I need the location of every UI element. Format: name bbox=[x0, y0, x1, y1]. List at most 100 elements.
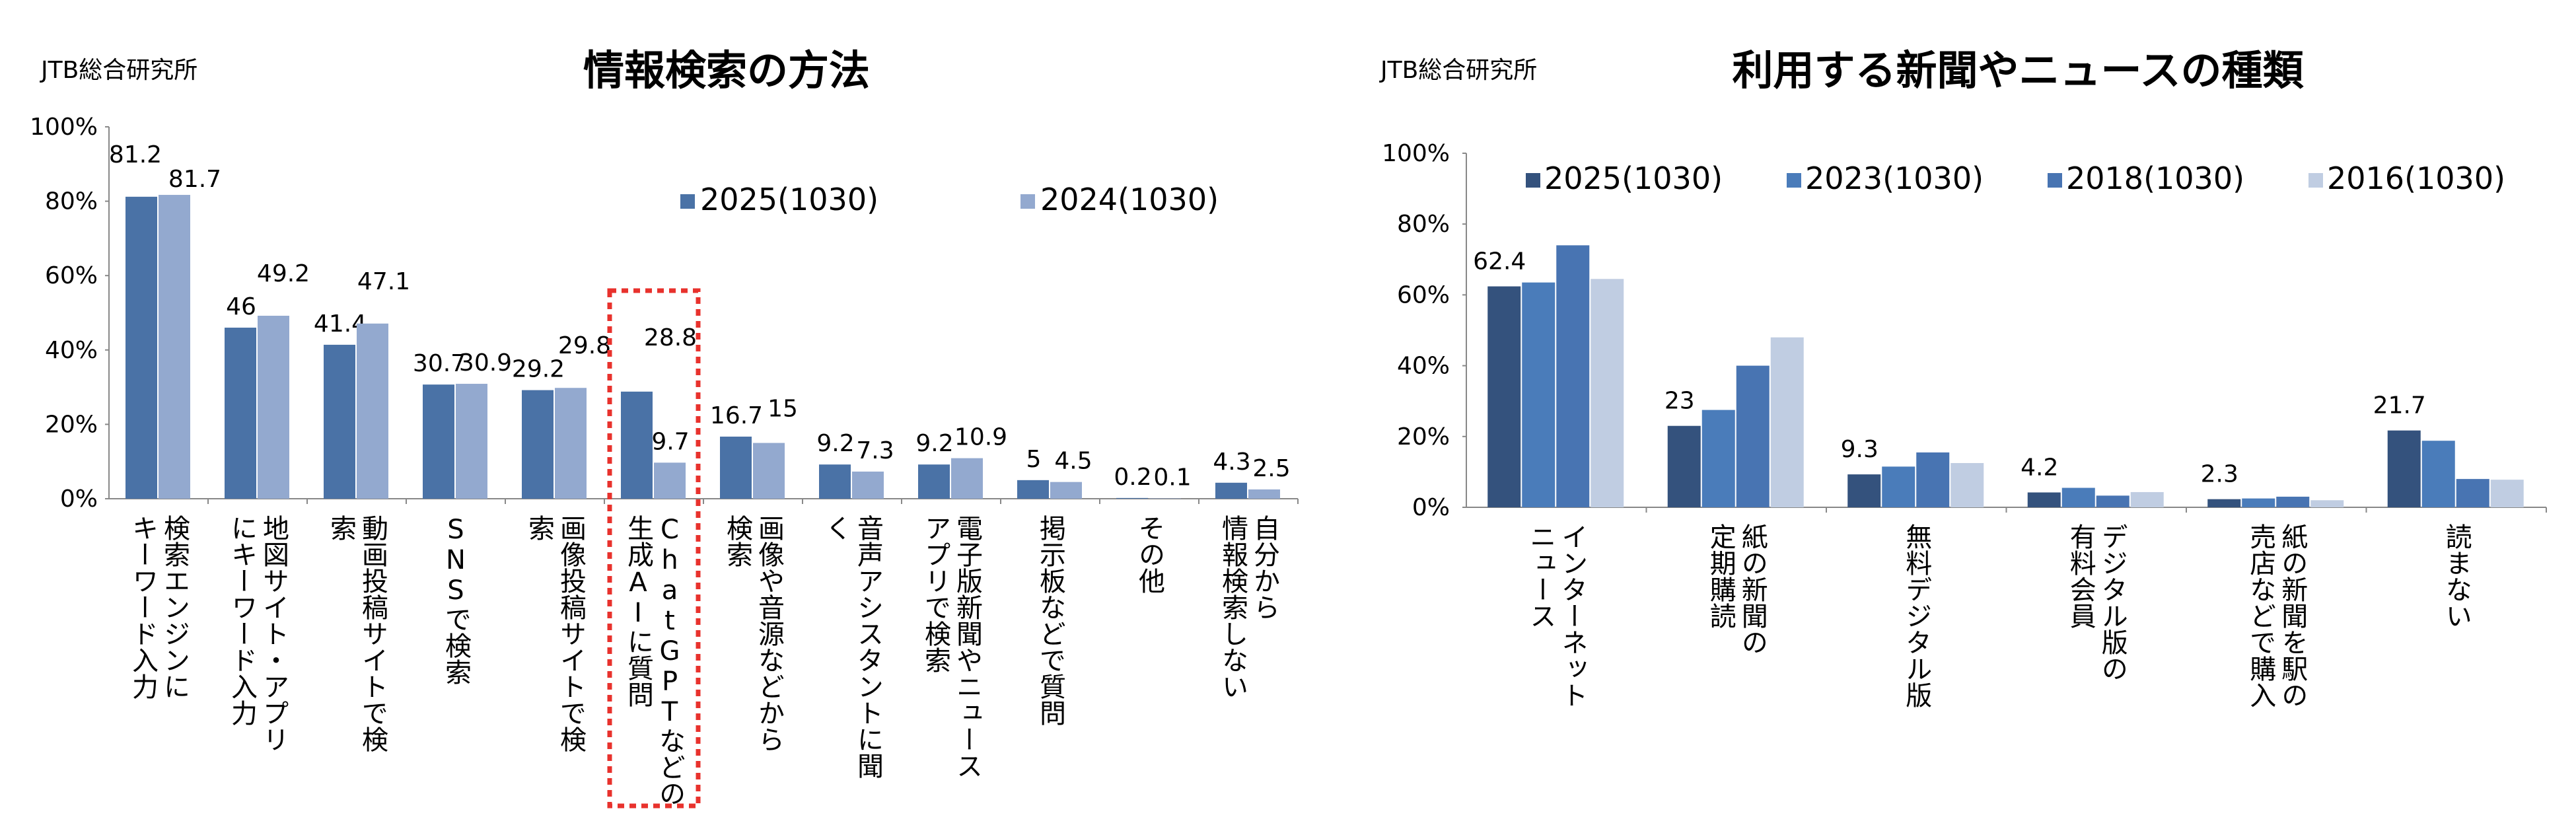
legend-swatch bbox=[1787, 173, 1801, 188]
y-tick-label: 60% bbox=[1397, 281, 1450, 308]
bar-2024 bbox=[357, 323, 388, 499]
bar-2025 bbox=[918, 464, 950, 499]
category-label: く bbox=[821, 515, 851, 541]
category-label: その他 bbox=[1134, 515, 1165, 594]
data-label: 46 bbox=[226, 293, 256, 320]
bar-2024 bbox=[753, 443, 785, 499]
y-tick-label: 20% bbox=[1397, 423, 1450, 451]
bar-series-1 bbox=[1882, 466, 1915, 507]
legend-swatch bbox=[1020, 194, 1035, 209]
chart-search-methods: JTB総合研究所 情報検索の方法 0% 20% 40% 60% 80% 100% 81.281.… bbox=[30, 46, 1299, 809]
legend-swatch bbox=[680, 194, 695, 209]
category-label: キーワード入力 bbox=[127, 515, 158, 700]
bar-series-1 bbox=[2061, 487, 2095, 507]
category-label: 無料デジタル版 bbox=[1901, 523, 1931, 708]
category-label: 画像や音源などから bbox=[754, 515, 784, 752]
bar-2025 bbox=[720, 436, 752, 499]
data-label: 15 bbox=[768, 396, 798, 423]
bar-series-1 bbox=[1522, 282, 1556, 507]
category-label: 紙の新聞の bbox=[1737, 523, 1768, 655]
legend-label: 2016(1030) bbox=[2327, 161, 2505, 196]
data-label: 9.2 bbox=[816, 430, 854, 457]
highlight-box bbox=[607, 288, 701, 809]
category-label: にキーワード入力 bbox=[227, 515, 257, 726]
category-label: 検索 bbox=[722, 515, 752, 567]
y-tick-label: 0% bbox=[1412, 494, 1450, 521]
bar-series-0 bbox=[1847, 474, 1881, 507]
bar-series-1 bbox=[2242, 498, 2275, 507]
data-label: 30.9 bbox=[459, 349, 512, 377]
category-label: 情報検索しない bbox=[1217, 515, 1248, 700]
legend-label: 2018(1030) bbox=[2066, 161, 2244, 196]
data-label: 4.2 bbox=[2021, 454, 2058, 481]
bar-2024 bbox=[456, 384, 487, 499]
bar-series-0 bbox=[2207, 499, 2241, 507]
data-label: 4.3 bbox=[1213, 449, 1250, 476]
category-label: ニュース bbox=[1525, 523, 1556, 629]
bar-2024 bbox=[1149, 498, 1181, 499]
bar-2024 bbox=[555, 388, 587, 499]
data-label: 30.7 bbox=[413, 350, 466, 377]
data-label: 81.2 bbox=[109, 141, 162, 168]
bar-series-3 bbox=[2130, 491, 2164, 507]
bar-2025 bbox=[819, 464, 851, 499]
bar-2024 bbox=[951, 458, 983, 499]
data-label: 62.4 bbox=[1473, 248, 1526, 275]
bar-2024 bbox=[654, 462, 686, 499]
category-label: 紙の新聞を駅の bbox=[2277, 523, 2307, 708]
bar-series-3 bbox=[1770, 337, 1804, 507]
data-label: 7.3 bbox=[856, 437, 894, 464]
data-label: 49.2 bbox=[257, 260, 310, 287]
y-tick-label: 20% bbox=[45, 411, 98, 438]
bar-2025 bbox=[522, 390, 554, 499]
bar-series-2 bbox=[2456, 479, 2489, 507]
chart-title: 利用する新聞やニュースの種類 bbox=[1733, 46, 2305, 94]
data-label: 29.8 bbox=[558, 332, 611, 359]
bar-2025 bbox=[1116, 497, 1148, 499]
data-label: 9.7 bbox=[651, 428, 689, 455]
data-label: 47.1 bbox=[357, 268, 410, 295]
category-label: デジタル版の bbox=[2097, 523, 2128, 682]
data-label: 21.7 bbox=[2373, 392, 2426, 419]
bar-2024 bbox=[1248, 489, 1280, 499]
bar-series-2 bbox=[2096, 495, 2129, 507]
bar-series-1 bbox=[2421, 441, 2455, 507]
data-label: 5 bbox=[1026, 446, 1042, 473]
bar-series-0 bbox=[1487, 286, 1521, 507]
y-tick-label: 80% bbox=[45, 188, 98, 215]
data-label: 2.5 bbox=[1252, 455, 1290, 482]
data-label: 0.2 bbox=[1114, 464, 1151, 491]
category-label: 売店などで購入 bbox=[2245, 523, 2275, 708]
category-label: 地図サイト・アプリ bbox=[258, 515, 289, 752]
bar-series-2 bbox=[1736, 365, 1770, 507]
bar-series-2 bbox=[2276, 496, 2310, 507]
legend-label: 2025(1030) bbox=[1544, 161, 1723, 196]
category-label: 音声アシスタントに聞 bbox=[853, 515, 883, 779]
legend-swatch bbox=[2308, 173, 2323, 188]
bar-series-3 bbox=[2490, 480, 2524, 507]
category-label: ChatGPTなどの bbox=[655, 515, 685, 807]
bar-2024 bbox=[258, 316, 289, 499]
bar-series-3 bbox=[2310, 500, 2344, 507]
y-tick-label: 40% bbox=[45, 337, 98, 364]
y-tick-label: 100% bbox=[1382, 140, 1450, 167]
bar-2025 bbox=[225, 328, 256, 499]
chart-title: 情報検索の方法 bbox=[583, 46, 870, 94]
category-label: 自分から bbox=[1249, 515, 1279, 620]
data-label: 28.8 bbox=[644, 324, 697, 351]
data-label: 9.3 bbox=[1841, 436, 1878, 463]
legend-label: 2025(1030) bbox=[700, 182, 878, 217]
y-tick-label: 0% bbox=[60, 486, 98, 513]
category-label: 索 bbox=[326, 515, 356, 541]
bar-series-3 bbox=[1950, 463, 1984, 507]
legend-swatch bbox=[1526, 173, 1540, 188]
category-label: 動画投稿サイトで検 bbox=[357, 515, 388, 752]
y-tick-label: 80% bbox=[1397, 211, 1450, 238]
y-tick-label: 100% bbox=[30, 114, 98, 141]
data-label: 10.9 bbox=[954, 424, 1007, 451]
category-label: 生成AIに質問 bbox=[623, 515, 653, 707]
legend-label: 2023(1030) bbox=[1805, 161, 1984, 196]
y-tick-label: 40% bbox=[1397, 353, 1450, 380]
data-label: 4.5 bbox=[1054, 448, 1092, 475]
